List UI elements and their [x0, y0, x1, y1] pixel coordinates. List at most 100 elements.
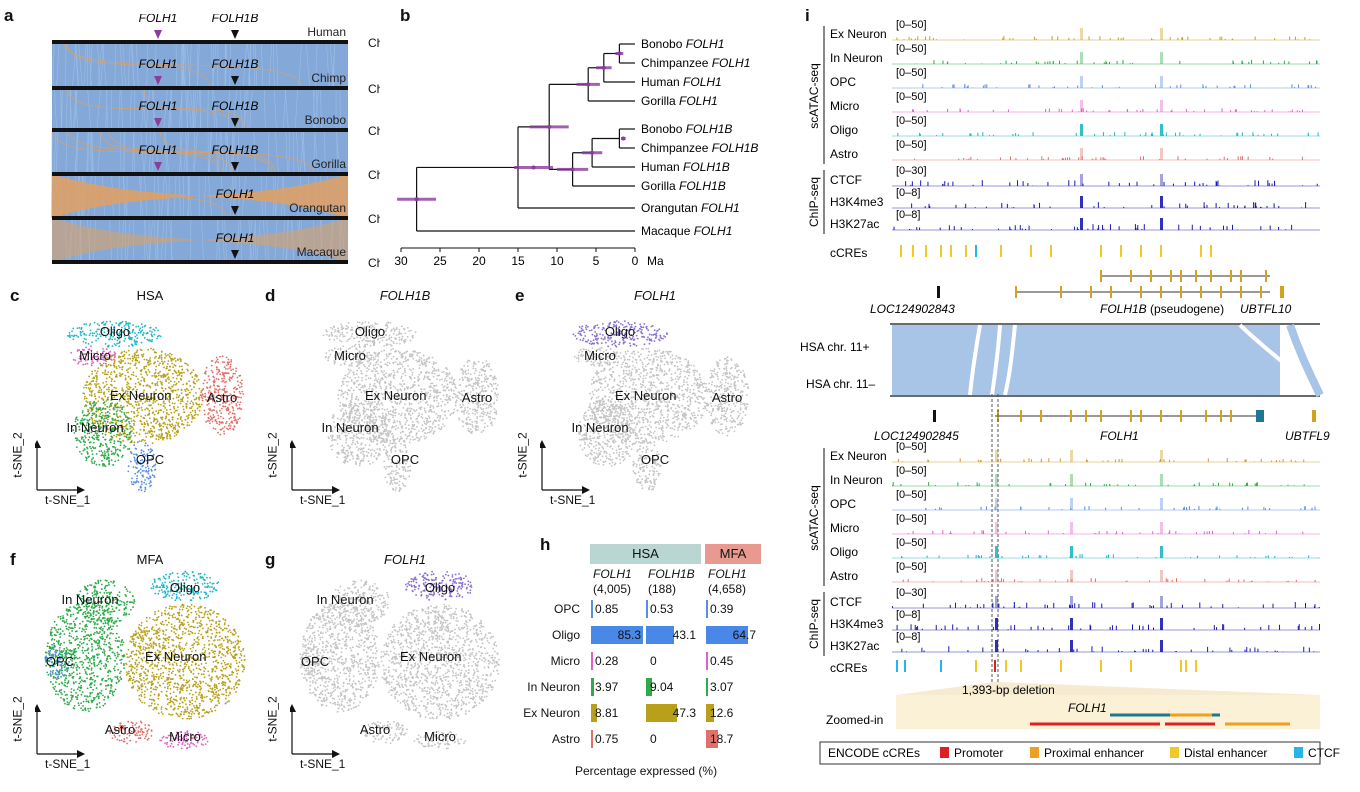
signal-peak [1160, 570, 1163, 582]
column-gene: FOLH1 [593, 567, 632, 581]
axis-tick-label: 0 [632, 254, 639, 268]
cluster-label: In Neuron [66, 420, 124, 435]
ccre-mark [940, 245, 942, 257]
ccre-mark [900, 245, 902, 257]
chr-minus-label: HSA chr. 11– [806, 377, 875, 391]
gene-name: LOC124902843 [870, 302, 955, 316]
synteny-plot: Human Chr. 11 FOLH1 FOLH1B Chimp Chr. 9 FOLH1 F… [51, 14, 380, 270]
signal-peak [1160, 450, 1163, 462]
ccre-mark [912, 245, 914, 257]
chromosome-label: Chr. 9 [368, 124, 380, 138]
signal-peak [995, 450, 998, 462]
group-header: MFA [705, 544, 761, 564]
track-range: [0–50] [896, 67, 927, 79]
chromosome-label: Chr. 9 [368, 212, 380, 226]
expression-value: 3.07 [710, 680, 734, 694]
column-count: (4,005) [593, 582, 632, 596]
track-range: [0–8] [896, 609, 920, 621]
chromosome-label: Chr. 9 [368, 168, 380, 182]
signal-peak [1070, 522, 1073, 534]
chromosome-bar [52, 172, 348, 176]
track-range: [0–50] [896, 19, 927, 31]
axis-tick-label: 20 [472, 254, 486, 268]
signal-peak [1160, 546, 1163, 558]
signal-peak [1080, 148, 1083, 160]
gene-label: FOLH1B [212, 57, 259, 71]
group-label: ChIP-seq [807, 599, 821, 649]
ccre-mark [1210, 245, 1212, 257]
track-label: Oligo [830, 123, 858, 137]
cluster-label: Micro [79, 348, 111, 363]
taxon-label: Gorilla FOLH1B [641, 179, 726, 193]
species-label: Bonobo [305, 113, 347, 127]
expression-value: 0.53 [650, 602, 674, 616]
gene-label: FOLH1B [212, 143, 259, 157]
column-gene: FOLH1B [648, 567, 695, 581]
signal-peak [1070, 450, 1073, 462]
taxon-label: Human FOLH1 [641, 75, 722, 89]
tsne-ylabel: t-SNE_2 [10, 696, 25, 742]
column-count: (188) [648, 582, 677, 596]
gene-label: FOLH1 [139, 99, 178, 113]
gene-label: FOLH1 [139, 57, 178, 71]
expression-value: 0.39 [710, 602, 734, 616]
tsne-scatter [290, 570, 500, 758]
track-range: [0–50] [896, 115, 927, 127]
row-label: Astro [551, 732, 580, 746]
track-label: H3K27ac [830, 639, 879, 653]
chromosome-bar [52, 86, 348, 90]
signal-peak [1160, 28, 1163, 40]
taxon-label: Macaque FOLH1 [641, 224, 732, 238]
signal-peak [1070, 570, 1073, 582]
taxon-label: Chimpanzee FOLH1B [641, 141, 758, 155]
tsne-scatter [35, 570, 246, 758]
legend-item: Proximal enhancer [1044, 746, 1144, 760]
taxon-label: Chimpanzee FOLH1 [641, 56, 750, 70]
ccre-mark [1050, 245, 1052, 257]
gene-marker [231, 162, 239, 171]
gene-label: FOLH1 [216, 187, 255, 201]
track-label: In Neuron [830, 473, 883, 487]
tsne-ylabel: t-SNE_2 [265, 432, 280, 478]
panel-label: e [515, 286, 525, 305]
chromosome-label: Chr. 9 [368, 82, 380, 96]
group-label: scATAC-seq [807, 485, 821, 551]
gene-marker [231, 250, 239, 259]
synteny-ribbon [892, 325, 1280, 395]
inversion-band [52, 174, 348, 218]
ccre-mark [1005, 660, 1007, 672]
expression-value: 12.6 [710, 706, 734, 720]
expression-bar [646, 600, 648, 618]
legend-swatch [940, 747, 949, 758]
expression-value: 0.45 [710, 654, 734, 668]
track-label: CTCF [830, 173, 862, 187]
group-label: scATAC-seq [807, 63, 821, 129]
ccre-mark [1100, 245, 1102, 257]
ccre-mark [1185, 660, 1187, 672]
track-label: In Neuron [830, 51, 883, 65]
signal-peak [1070, 474, 1073, 486]
signal-peak [995, 498, 998, 510]
cluster-label: In Neuron [321, 420, 379, 435]
group-header: HSA [590, 544, 701, 564]
taxon-label: Bonobo FOLH1 [641, 37, 724, 51]
gene-marker [231, 206, 239, 215]
gene-label: FOLH1B [212, 14, 259, 25]
chromosome-bar [52, 128, 348, 132]
tsne-title: MFA [136, 552, 164, 567]
axis-tick-label: 5 [593, 254, 600, 268]
tsne-title: FOLH1B [379, 288, 431, 303]
ccre-mark [1200, 245, 1202, 257]
taxon-label: Human FOLH1B [641, 160, 730, 174]
signal-peak [995, 618, 998, 630]
cluster-label: OPC [135, 452, 165, 467]
signal-peak [1080, 124, 1083, 136]
zoom-gene: FOLH1 [1068, 701, 1107, 715]
gene-name: FOLH1 [1100, 429, 1139, 443]
gene-marker [231, 76, 239, 85]
cluster-label: Oligo [354, 324, 386, 339]
ccre-mark [1160, 245, 1162, 257]
track-label: H3K4me3 [830, 617, 884, 631]
ccre-mark [904, 660, 906, 672]
axis-tick-label: 25 [433, 254, 447, 268]
